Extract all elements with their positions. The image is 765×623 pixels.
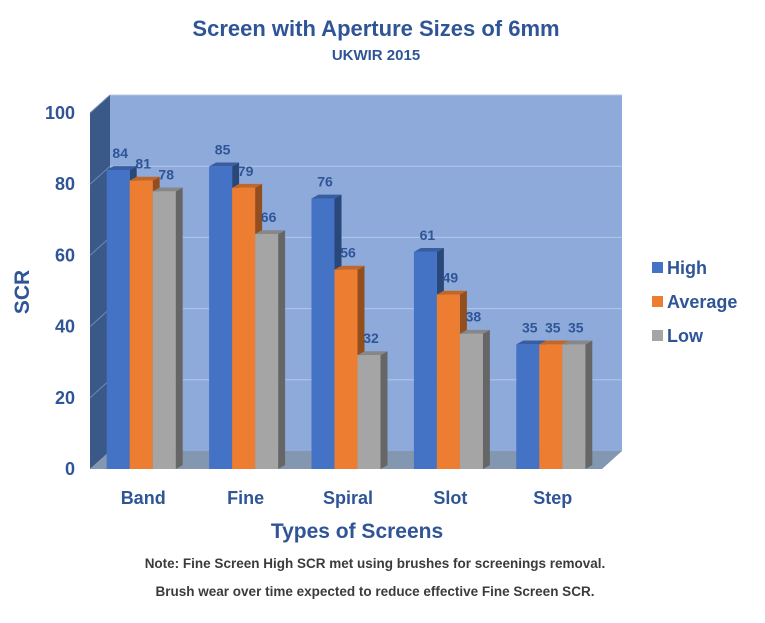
gridlines bbox=[89, 94, 622, 399]
bar-front bbox=[232, 187, 256, 469]
gridline-side bbox=[89, 379, 111, 399]
bar-front bbox=[106, 169, 130, 469]
data-label: 38 bbox=[466, 309, 482, 325]
bar-front bbox=[255, 234, 279, 469]
legend: High Average Low bbox=[652, 258, 737, 346]
data-label: 49 bbox=[443, 270, 459, 286]
x-category-label: Fine bbox=[227, 488, 264, 508]
gridline-side bbox=[89, 165, 111, 185]
legend-item-low: Low bbox=[652, 326, 704, 346]
bar-top bbox=[152, 187, 183, 192]
data-label: 61 bbox=[420, 227, 436, 243]
y-tick-label: 60 bbox=[55, 245, 75, 265]
legend-swatch bbox=[652, 296, 663, 307]
data-label: 35 bbox=[522, 319, 538, 335]
legend-item-average: Average bbox=[652, 292, 737, 312]
y-axis-title: SCR bbox=[11, 270, 34, 314]
bar-front bbox=[311, 198, 335, 469]
bar-top bbox=[357, 351, 388, 356]
bar-top bbox=[255, 230, 286, 235]
bar-front bbox=[152, 191, 176, 469]
legend-label: Average bbox=[667, 292, 737, 312]
data-label: 76 bbox=[317, 173, 333, 189]
bars bbox=[106, 162, 593, 470]
data-label: 32 bbox=[363, 330, 379, 346]
bar-top bbox=[209, 162, 240, 167]
data-label: 85 bbox=[215, 141, 231, 157]
bar-top bbox=[334, 265, 365, 270]
y-axis-ticks: 0 20 40 60 80 100 bbox=[45, 103, 75, 479]
legend-item-high: High bbox=[652, 258, 707, 278]
chart-title: Screen with Aperture Sizes of 6mm bbox=[192, 16, 559, 41]
bar-front bbox=[516, 344, 540, 469]
data-labels: 84 81 78 85 79 66 76 56 32 61 49 38 35 35 35 bbox=[112, 141, 583, 346]
gridline-side bbox=[89, 94, 111, 114]
legend-label: High bbox=[667, 258, 707, 278]
legend-swatch bbox=[652, 262, 663, 273]
legend-label: Low bbox=[667, 326, 704, 346]
data-label: 81 bbox=[135, 156, 151, 172]
x-category-label: Spiral bbox=[323, 488, 373, 508]
bar-side bbox=[380, 351, 388, 469]
bar-front bbox=[562, 344, 586, 469]
bar-top bbox=[436, 290, 467, 295]
bar-top bbox=[459, 329, 490, 334]
bar-side bbox=[585, 340, 593, 469]
y-tick-label: 40 bbox=[55, 317, 75, 337]
bar-top bbox=[562, 340, 593, 345]
x-category-label: Band bbox=[121, 488, 166, 508]
chart-subtitle: UKWIR 2015 bbox=[332, 47, 420, 64]
data-label: 56 bbox=[340, 245, 356, 261]
bar-low-band bbox=[152, 187, 183, 469]
x-category-label: Step bbox=[533, 488, 572, 508]
bar-side bbox=[482, 329, 490, 469]
bar-top bbox=[106, 166, 137, 170]
bar-low-spiral bbox=[357, 351, 388, 469]
y-tick-label: 80 bbox=[55, 174, 75, 194]
data-label: 84 bbox=[112, 145, 128, 161]
bar-top bbox=[311, 194, 342, 199]
bar-side bbox=[278, 230, 286, 469]
bar-front bbox=[209, 166, 233, 469]
bar-top bbox=[539, 340, 570, 345]
bar-front bbox=[539, 344, 563, 469]
bar-front bbox=[357, 355, 381, 469]
legend-swatch bbox=[652, 330, 663, 341]
bar-top bbox=[129, 176, 160, 181]
bar-front bbox=[129, 180, 153, 469]
y-tick-label: 100 bbox=[45, 103, 75, 123]
note-line-2: Brush wear over time expected to reduce … bbox=[156, 584, 595, 599]
side-wall bbox=[90, 95, 110, 469]
bar-low-slot bbox=[459, 329, 490, 469]
bar-front bbox=[459, 333, 483, 469]
gridline-side bbox=[89, 308, 111, 327]
bar-front bbox=[334, 269, 358, 469]
bar-low-step bbox=[562, 340, 593, 469]
x-axis-categories: Band Fine Spiral Slot Step bbox=[121, 488, 573, 508]
data-label: 79 bbox=[238, 163, 254, 179]
bar-top bbox=[413, 247, 444, 252]
data-label: 35 bbox=[568, 319, 584, 335]
bar-side bbox=[175, 187, 183, 469]
y-tick-label: 20 bbox=[55, 388, 75, 408]
bar-top bbox=[516, 340, 547, 345]
bar-low-fine bbox=[255, 230, 286, 469]
data-label: 35 bbox=[545, 319, 561, 335]
x-axis-title: Types of Screens bbox=[271, 520, 443, 543]
bar-front bbox=[413, 251, 437, 469]
bar-top bbox=[232, 183, 263, 188]
data-label: 78 bbox=[158, 166, 174, 182]
data-label: 66 bbox=[261, 209, 277, 225]
gridline-side bbox=[89, 237, 111, 256]
x-category-label: Slot bbox=[433, 488, 467, 508]
bar-front bbox=[436, 294, 460, 469]
y-tick-label: 0 bbox=[65, 459, 75, 479]
note-line-1: Note: Fine Screen High SCR met using bru… bbox=[145, 556, 606, 571]
